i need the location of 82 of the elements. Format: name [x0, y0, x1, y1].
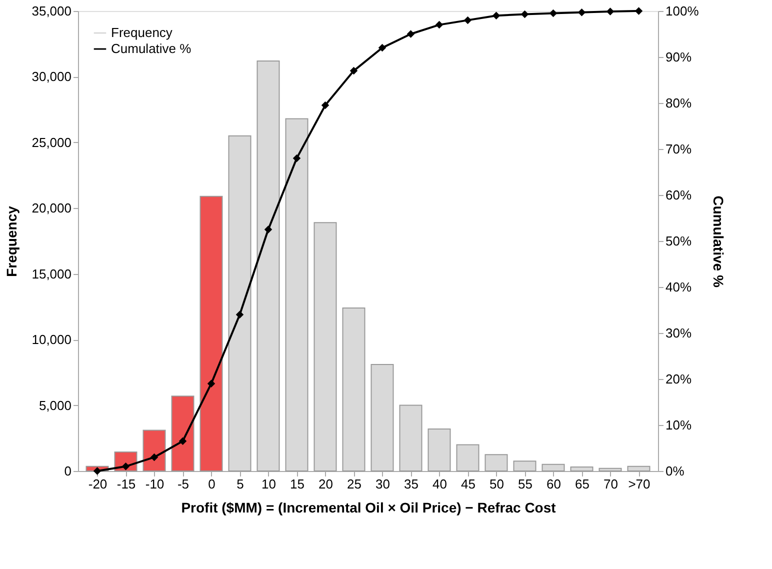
y2-axis-title: Cumulative % — [710, 196, 727, 288]
point — [406, 30, 415, 38]
x-tick-label: >70 — [628, 476, 650, 492]
x-tick-label: -20 — [88, 476, 108, 492]
x-axis-title: Profit ($MM) = (Incremental Oil × Oil Price) − Refrac Cost — [181, 500, 556, 516]
bar — [342, 308, 366, 472]
y-tick-label: 25,000 — [32, 134, 72, 150]
point — [492, 12, 500, 20]
x-tick-label: 45 — [461, 476, 476, 492]
y-tick-label: 35,000 — [32, 4, 72, 18]
x-tick-label: 60 — [546, 476, 561, 492]
x-tick-label: -10 — [145, 476, 164, 492]
bar — [484, 454, 508, 472]
point — [292, 154, 301, 162]
x-tick-label: 40 — [432, 476, 447, 492]
point — [435, 20, 444, 29]
bar — [142, 430, 166, 472]
y-tick-label: 15,000 — [32, 266, 72, 282]
point — [464, 16, 472, 24]
point — [549, 9, 558, 18]
point — [178, 437, 187, 445]
x-tick-label: 55 — [518, 476, 532, 492]
y-tick-label: 20,000 — [32, 200, 72, 216]
x-tick-label: 15 — [290, 476, 304, 492]
y2-tick-label: 30% — [666, 326, 692, 340]
bar — [513, 460, 536, 472]
point — [122, 462, 130, 470]
bar — [256, 60, 280, 472]
point — [350, 66, 358, 75]
bar — [228, 135, 252, 472]
point — [207, 380, 216, 388]
y2-tick-label: 60% — [666, 188, 692, 202]
x-tick-label: 30 — [376, 476, 390, 492]
bar — [285, 118, 308, 472]
y2-tick-label: 10% — [666, 418, 692, 432]
y2-tick-label: 40% — [666, 280, 692, 294]
bar — [570, 466, 594, 472]
y2-tick-label: 50% — [666, 234, 692, 248]
point — [321, 101, 330, 110]
x-tick-label: -5 — [177, 476, 190, 492]
point — [606, 8, 614, 16]
y2-tick-label: 20% — [666, 372, 692, 386]
point — [150, 453, 158, 462]
bar — [314, 222, 337, 472]
bar — [598, 468, 622, 472]
point — [236, 310, 244, 318]
y2-tick-label: 0% — [666, 464, 685, 478]
bar — [542, 464, 565, 472]
y-tick-label: 5,000 — [38, 398, 72, 413]
x-tick-label: 20 — [318, 476, 333, 492]
y-tick-label: 30,000 — [32, 69, 72, 84]
point — [378, 44, 386, 52]
legend-label: Cumulative % — [111, 41, 192, 56]
y2-tick-label: 80% — [666, 96, 692, 110]
y2-tick-label: 90% — [666, 50, 692, 64]
bar — [200, 196, 223, 472]
bar — [399, 404, 422, 472]
x-tick-label: 50 — [490, 476, 504, 492]
point — [578, 8, 586, 16]
legend-label: Frequency — [111, 25, 173, 40]
bar — [171, 396, 194, 472]
bar — [627, 466, 650, 472]
x-tick-label: 0 — [208, 476, 216, 492]
x-tick-label: 65 — [575, 476, 590, 492]
x-tick-label: 5 — [236, 476, 244, 492]
bar — [370, 364, 394, 472]
point — [93, 467, 102, 475]
point — [264, 226, 272, 234]
x-tick-label: 10 — [262, 476, 276, 492]
y-tick-label: 0 — [64, 464, 72, 478]
bar — [428, 428, 451, 472]
y2-tick-label: 100% — [666, 4, 700, 18]
point — [634, 7, 643, 15]
x-tick-label: -15 — [116, 476, 136, 492]
y2-tick-label: 70% — [666, 142, 692, 156]
point — [520, 10, 529, 18]
y-axis-title: Frequency — [4, 206, 20, 277]
x-tick-label: 25 — [347, 476, 362, 492]
bar — [456, 444, 480, 472]
x-tick-label: 70 — [604, 476, 618, 492]
y-tick-label: 10,000 — [32, 332, 72, 348]
x-tick-label: 35 — [404, 476, 418, 492]
